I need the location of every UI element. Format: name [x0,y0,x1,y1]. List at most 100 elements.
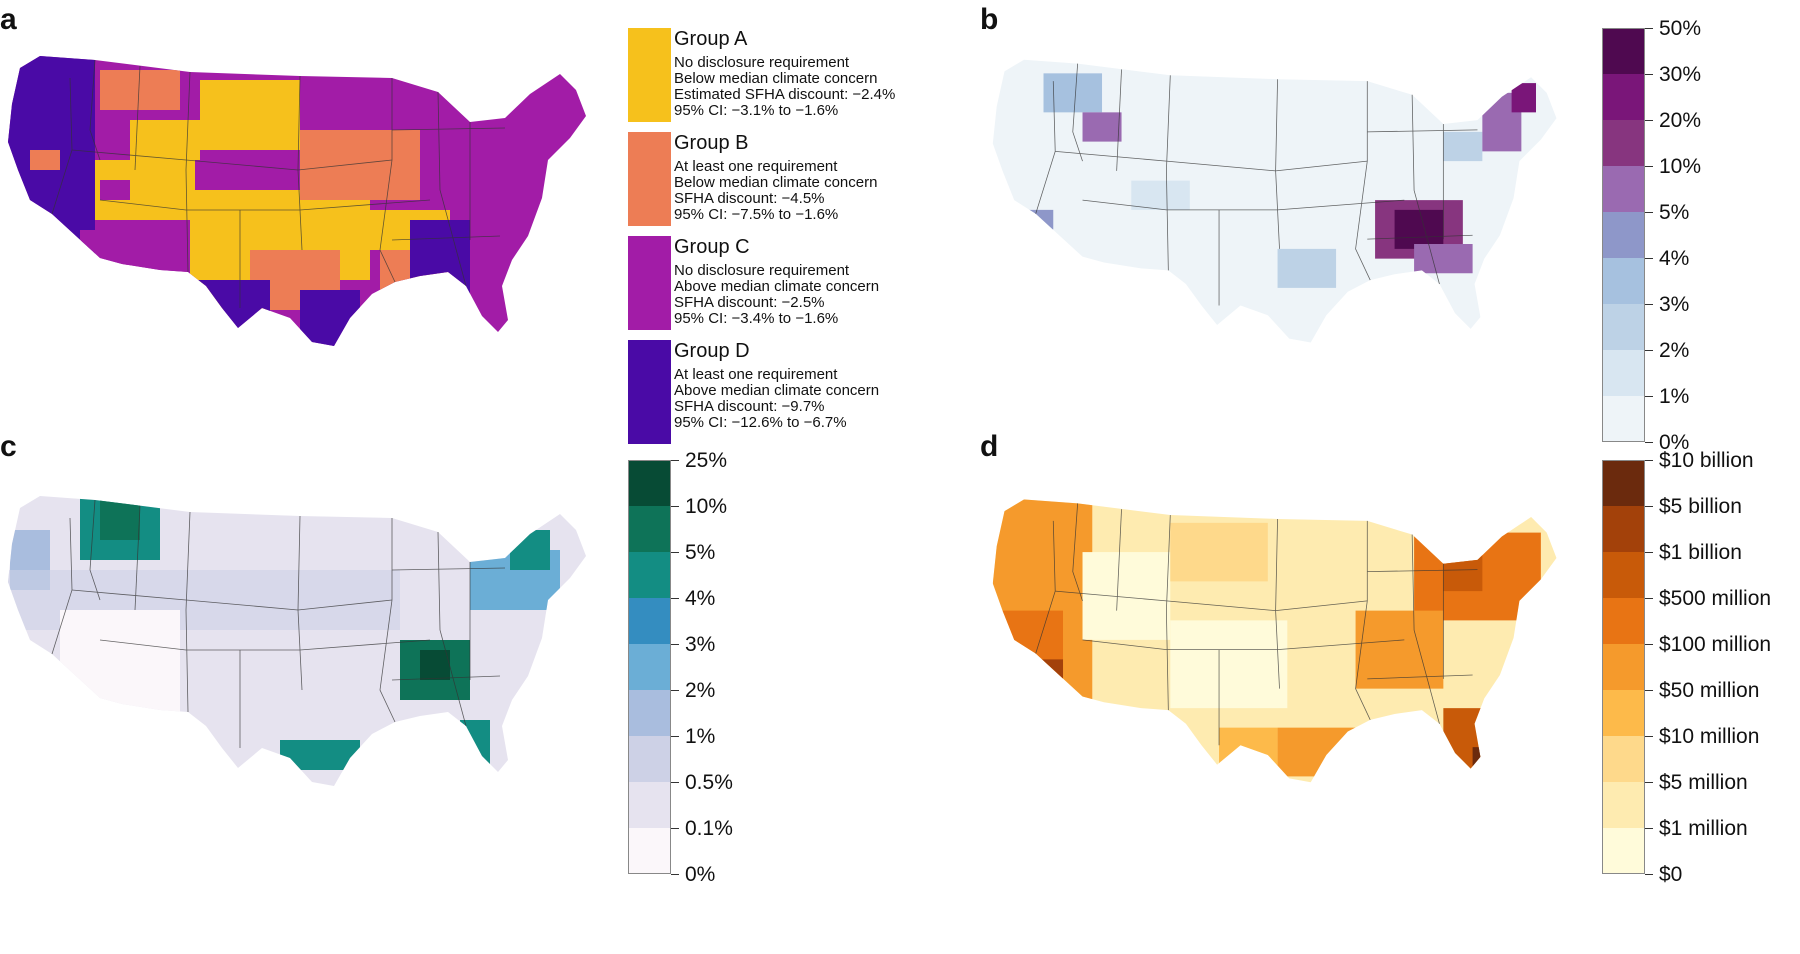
color-scale-swatch [628,736,671,782]
color-scale-swatch [1602,460,1645,506]
legend-group-b-title: Group B [674,132,749,154]
legend-group-c: Group C No disclosure requirement Above … [674,236,879,327]
color-scale-swatch [628,552,671,598]
color-scale-swatch [1602,690,1645,736]
legend-group-b-line: Below median climate concern [674,174,878,191]
legend-swatch-group-d [628,340,671,444]
color-scale-swatch [1602,212,1645,258]
color-scale-tick-label: 2% [685,679,716,702]
color-scale-bar [1602,460,1653,875]
color-scale-swatch [628,598,671,644]
color-scale-swatch [1602,28,1645,74]
legend-group-d-line: At least one requirement [674,366,838,383]
legend-group-a-line: No disclosure requirement [674,54,850,71]
panel-label-b: b [980,3,999,36]
map-panel-c [8,496,586,786]
legend-group-d-title: Group D [674,340,750,362]
color-scale-tick-label: 0% [1659,431,1690,454]
color-scale-tick-label: $5 billion [1659,495,1742,518]
legend-group-b: Group B At least one requirement Below m… [674,132,877,223]
color-scale-tick-label: $0 [1659,863,1683,886]
color-scale-tick-label: 20% [1659,109,1702,132]
color-scale-tick-label: 50% [1659,17,1702,40]
color-scale-swatch [628,460,671,506]
legend-group-b-line: 95% CI: −7.5% to −1.6% [674,206,839,223]
color-scale-bar [1602,28,1653,443]
color-scale-swatch [1602,736,1645,782]
color-scale-tick-label: $10 million [1659,725,1760,748]
color-scale-tick-label: 1% [1659,385,1690,408]
color-scale-swatch [1602,304,1645,350]
legend-group-d-line: 95% CI: −12.6% to −6.7% [674,414,847,431]
color-scale-tick-label: $5 million [1659,771,1748,794]
legend-group-d: Group D At least one requirement Above m… [674,340,879,431]
legend-group-a-line: 95% CI: −3.1% to −1.6% [674,102,839,119]
color-scale-swatch [1602,598,1645,644]
legend-group-a: Group A No disclosure requirement Below … [674,28,895,119]
color-scale-tick-label: 2% [1659,339,1690,362]
color-scale-border [1602,460,1645,874]
color-scale-tick-label: 1% [685,725,716,748]
color-scale-tick-label: $100 million [1659,633,1772,656]
color-scale-tick-label: 0% [685,863,716,886]
legend-swatch-group-a [628,28,671,122]
legend-group-c-line: Above median climate concern [674,278,880,295]
color-scale-swatch [628,644,671,690]
legend-group-a-title: Group A [674,28,748,50]
color-scale-tick-label: 4% [685,587,716,610]
color-scale-border [1602,28,1645,442]
color-scale-swatch [1602,828,1645,874]
color-scale-tick-label: 3% [685,633,716,656]
legend-swatch-group-c [628,236,671,330]
color-scale-tick-label: 10% [1659,155,1702,178]
color-scale-tick-label: 5% [685,541,716,564]
color-scale-swatch [628,506,671,552]
legend-group-c-line: 95% CI: −3.4% to −1.6% [674,310,839,327]
color-scale-tick-label: 4% [1659,247,1690,270]
color-scale-tick-label: $10 billion [1659,449,1754,472]
legend-group-b-line: At least one requirement [674,158,838,175]
color-scale-swatch [1602,350,1645,396]
map-panel-b [992,59,1557,343]
color-scale-bar [628,460,679,875]
color-scale-border [628,460,671,874]
color-scale-tick-label: $50 million [1659,679,1760,702]
color-scale-swatch [628,828,671,874]
color-scale-tick-label: 25% [685,449,728,472]
color-scale-tick-label: 10% [685,495,728,518]
color-scale-swatch [1602,782,1645,828]
legend-group-d-line: SFHA discount: −9.7% [674,398,825,415]
color-scale-tick-label: 5% [1659,201,1690,224]
color-scale-tick-label: 30% [1659,63,1702,86]
legend-group-b-line: SFHA discount: −4.5% [674,190,825,207]
map-panel-a [8,56,586,346]
color-scale-swatch [1602,120,1645,166]
color-scale-swatch [1602,396,1645,442]
color-scale-swatch [1602,506,1645,552]
legend-groups: Group A No disclosure requirement Below … [628,28,958,444]
color-scale-b: 50% 30% 20% 10% 5% 4% 3% 2% 1% 0% [1602,18,1701,453]
map-panel-d [992,499,1557,783]
panel-label-c: c [0,430,17,463]
legend-group-c-line: SFHA discount: −2.5% [674,294,825,311]
color-scale-tick-label: 0.5% [685,771,733,794]
legend-swatch-group-b [628,132,671,226]
color-scale-tick-label: $1 million [1659,817,1748,840]
color-scale-swatch [1602,552,1645,598]
color-scale-tick-label: $500 million [1659,587,1772,610]
color-scale-tick-label: 3% [1659,293,1690,316]
color-scale-swatch [1602,258,1645,304]
color-scale-d: $10 billion $5 billion $1 billion $500 mill… [1602,450,1771,885]
legend-group-d-line: Above median climate concern [674,382,880,399]
color-scale-swatch [1602,644,1645,690]
color-scale-c: 25% 10% 5% 4% 3% 2% 1% 0.5% 0.1% 0% [628,450,733,885]
color-scale-swatch [628,782,671,828]
panel-label-d: d [980,430,999,463]
legend-group-c-line: No disclosure requirement [674,262,850,279]
legend-group-a-line: Below median climate concern [674,70,878,87]
color-scale-tick-label: $1 billion [1659,541,1742,564]
color-scale-swatch [628,690,671,736]
color-scale-swatch [1602,166,1645,212]
legend-group-a-line: Estimated SFHA discount: −2.4% [674,86,896,103]
panel-label-a: a [0,3,17,36]
